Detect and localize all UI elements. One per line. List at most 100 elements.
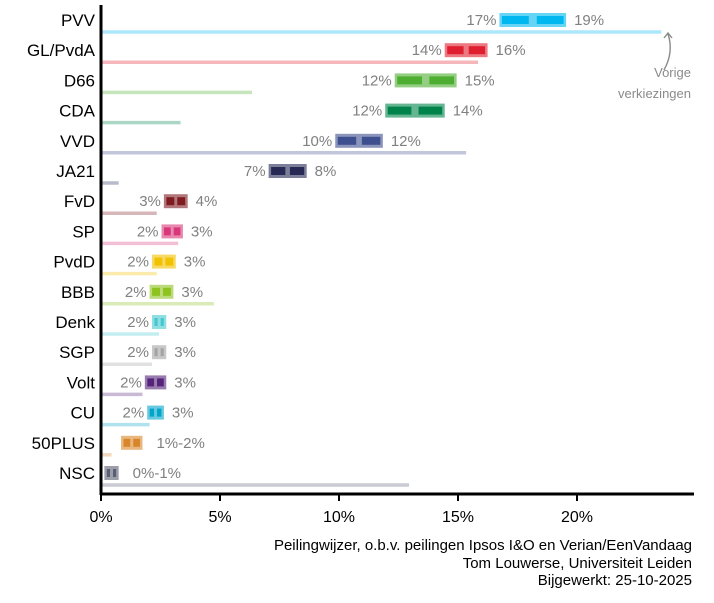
range-segment-right	[165, 257, 174, 266]
high-value-label: 19%	[574, 12, 604, 29]
low-value-label: 2%	[127, 314, 149, 331]
low-value-label: 3%	[139, 193, 161, 210]
party-label: NSC	[59, 464, 95, 483]
updated-caption: Bijgewerkt: 25-10-2025	[537, 572, 692, 589]
low-value-label: 14%	[412, 42, 442, 59]
range-segment-left	[164, 227, 171, 236]
party-row: PvdD 2% 3%	[53, 253, 206, 276]
range-segment-right	[160, 318, 164, 326]
high-value-label: 0%-1%	[133, 465, 181, 482]
x-tick-label: 20%	[561, 509, 593, 526]
party-label: PvdD	[53, 253, 95, 272]
range-segment-left	[337, 136, 357, 145]
author-caption: Tom Louwerse, Universiteit Leiden	[462, 555, 692, 572]
range-segment-left	[271, 167, 286, 175]
high-value-label: 3%	[174, 374, 196, 391]
range-segment-left	[154, 318, 158, 326]
x-tick-label: 0%	[89, 509, 112, 526]
low-value-label: 12%	[352, 103, 382, 120]
annotation: Vorige verkiezingen	[618, 31, 691, 101]
party-label: PVV	[61, 11, 96, 30]
range-segment-right	[429, 76, 455, 85]
low-value-label: 2%	[137, 223, 159, 240]
high-value-label: 15%	[465, 72, 495, 89]
annotation-line1: Vorige	[654, 65, 691, 80]
range-segment-right	[418, 106, 443, 115]
party-row: Denk 2% 3%	[55, 313, 196, 336]
party-label: SGP	[59, 343, 95, 362]
annotation-arrowhead-icon	[663, 31, 673, 39]
high-value-label: 12%	[391, 133, 421, 150]
party-label: VVD	[60, 132, 95, 151]
range-segment-right	[468, 46, 486, 55]
party-row: VVD 10% 12%	[60, 132, 467, 155]
high-value-label: 14%	[453, 103, 483, 120]
low-value-label: 2%	[125, 284, 147, 301]
party-row: SP 2% 3%	[72, 222, 213, 246]
range-segment-left	[166, 197, 175, 206]
range-segment-left	[147, 378, 155, 387]
party-label: 50PLUS	[32, 434, 95, 453]
party-label: JA21	[56, 162, 95, 181]
range-box	[151, 345, 167, 360]
low-value-label: 2%	[123, 405, 145, 422]
high-value-label: 3%	[174, 344, 196, 361]
range-box	[151, 315, 167, 329]
range-segment-left	[154, 348, 158, 357]
range-segment-left	[387, 106, 412, 115]
source-caption: Peilingwijzer, o.b.v. peilingen Ipsos I&…	[273, 537, 692, 554]
party-row: NSC 0%-1%	[59, 464, 410, 487]
low-value-label: 7%	[244, 163, 266, 180]
party-label: CU	[70, 404, 95, 423]
low-value-label: 10%	[302, 133, 332, 150]
high-value-label: 3%	[172, 405, 194, 422]
range-segment-right	[157, 408, 162, 417]
party-row: CU 2% 3%	[70, 404, 194, 427]
annotation-line2: verkiezingen	[618, 86, 691, 101]
high-value-label: 1%-2%	[156, 435, 204, 452]
range-segment-right	[289, 167, 305, 175]
x-tick-label: 15%	[442, 509, 474, 526]
range-box	[104, 466, 119, 480]
low-value-label: 2%	[127, 254, 149, 271]
party-label: CDA	[59, 102, 96, 121]
range-segment-right	[133, 438, 140, 447]
high-value-label: 3%	[191, 223, 213, 240]
high-value-label: 4%	[196, 193, 218, 210]
range-segment-left	[154, 257, 163, 266]
range-segment-right	[361, 136, 381, 145]
party-row: Volt 2% 3%	[67, 373, 196, 397]
range-segment-left	[123, 438, 131, 447]
range-segment-right	[536, 16, 564, 24]
range-segment-left	[149, 408, 155, 417]
range-segment-left	[397, 76, 422, 85]
party-row: D66 12% 15%	[64, 71, 495, 95]
party-label: GL/PvdA	[27, 41, 96, 60]
party-row: PVV 17% 19%	[61, 11, 662, 34]
party-row: CDA 12% 14%	[59, 102, 483, 125]
range-segment-right	[160, 348, 164, 357]
party-label: SP	[72, 222, 95, 241]
high-value-label: 16%	[496, 42, 526, 59]
range-segment-left	[501, 16, 529, 24]
range-segment-right	[163, 287, 171, 296]
party-row: FvD 3% 4%	[64, 192, 218, 215]
party-row: BBB 2% 3%	[61, 283, 214, 306]
x-tick-label: 5%	[208, 509, 231, 526]
high-value-label: 8%	[315, 163, 337, 180]
low-value-label: 17%	[466, 12, 496, 29]
range-segment-right	[157, 378, 164, 387]
party-row: SGP 2% 3%	[59, 343, 196, 366]
x-tick-label: 10%	[323, 509, 355, 526]
low-value-label: 2%	[120, 374, 142, 391]
range-segment-left	[152, 287, 160, 296]
party-label: Volt	[67, 373, 96, 392]
high-value-label: 3%	[181, 284, 203, 301]
high-value-label: 3%	[184, 254, 206, 271]
party-label: BBB	[61, 283, 95, 302]
low-value-label: 12%	[362, 72, 392, 89]
range-segment-right	[113, 469, 117, 477]
range-segment-left	[106, 469, 111, 477]
annotation-arrow-icon	[663, 33, 671, 71]
